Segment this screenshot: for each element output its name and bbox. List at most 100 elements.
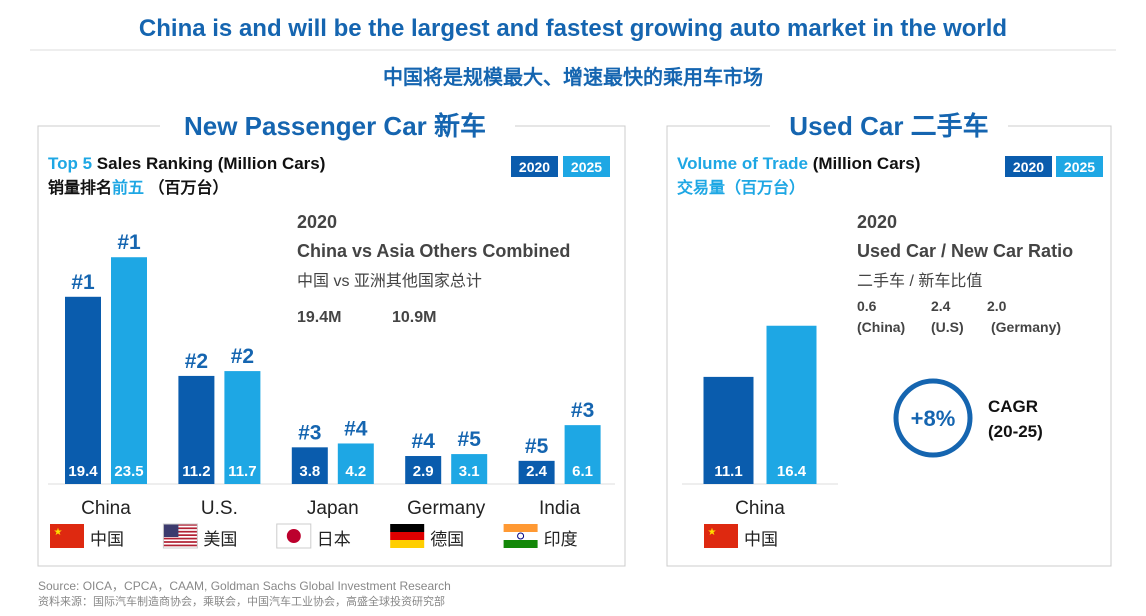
- flag: [163, 527, 198, 530]
- rank-label: #1: [71, 271, 95, 294]
- value-label: 16.4: [777, 463, 807, 480]
- category-label-cn: 德国: [430, 530, 464, 549]
- heading-text: Sales Ranking (Million Cars): [92, 154, 325, 173]
- annotation-year: 2020: [297, 212, 337, 232]
- rank-label: #4: [344, 417, 368, 440]
- ratio-label: (China): [857, 319, 905, 335]
- flag: [503, 540, 538, 548]
- bar: [703, 376, 754, 484]
- heading-cn-highlight: 前五: [112, 178, 144, 197]
- bar: [224, 371, 261, 484]
- category-label: U.S.: [201, 498, 238, 519]
- flag: [390, 540, 425, 548]
- panel-title-bg: [160, 110, 515, 142]
- category-label-cn: 日本: [317, 530, 351, 549]
- heading-highlight: Top 5: [48, 154, 92, 173]
- rank-label: #2: [185, 350, 208, 373]
- category-label-cn: 中国: [90, 530, 124, 549]
- bar: [405, 456, 442, 484]
- flag-border: [162, 523, 198, 549]
- legend-swatch: [1005, 156, 1052, 177]
- annotation-year: 2020: [857, 212, 897, 232]
- rank-label: #5: [458, 428, 482, 451]
- growth-label: (20-25): [988, 422, 1043, 441]
- flag: [163, 524, 179, 537]
- value-label: 6.1: [572, 463, 593, 480]
- value-label: 2.9: [413, 463, 434, 480]
- panel-heading-cn: 销量排名前五 （百万台）: [48, 178, 228, 197]
- value-label: 3.8: [299, 463, 320, 480]
- bar: [65, 296, 101, 484]
- ratio: 2.0: [987, 298, 1007, 314]
- category-label: China: [735, 498, 785, 519]
- flag: [517, 532, 525, 540]
- rank-label: #2: [231, 345, 254, 368]
- value-label: 3.1: [459, 463, 480, 480]
- source: 资料来源：国际汽车制造商协会，乘联会，中国汽车工业协会，高盛全球投资研究部: [38, 594, 445, 608]
- category-label: India: [539, 498, 581, 519]
- bar: [337, 443, 374, 484]
- flag: [163, 530, 198, 533]
- panel-title: New Passenger Car 新车: [184, 111, 486, 141]
- category-label: Japan: [307, 498, 359, 519]
- legend-label: 2025: [1064, 159, 1095, 175]
- flag: [163, 537, 198, 540]
- heading-cn-text: 销量排名: [48, 178, 112, 197]
- flag: [50, 524, 84, 548]
- growth-value: +8%: [911, 406, 956, 431]
- page-title: China is and will be the largest and fas…: [139, 15, 1007, 42]
- bar: [766, 325, 817, 484]
- category-label: Germany: [407, 498, 486, 519]
- growth-label: CAGR: [988, 397, 1038, 416]
- flag: [163, 524, 198, 526]
- flag: [163, 541, 198, 543]
- flag-star: ★: [708, 527, 717, 538]
- annotation-title: China vs Asia Others Combined: [297, 241, 570, 261]
- rank-label: #4: [412, 430, 436, 453]
- rank-label: #3: [298, 421, 321, 444]
- annotation-value: 10.9M: [392, 309, 436, 326]
- panel-heading: Volume of Trade (Million Cars): [677, 154, 920, 173]
- value-label: 23.5: [114, 463, 143, 480]
- value-label: 4.2: [345, 463, 366, 480]
- annotation-value: 19.4M: [297, 309, 341, 326]
- rank-label: #1: [117, 231, 141, 254]
- source: Source: OICA，CPCA，CAAM, Goldman Sachs Gl…: [38, 579, 451, 593]
- category-label-cn: 中国: [744, 530, 778, 549]
- bar: [291, 447, 328, 484]
- ratio-label: (U.S): [931, 319, 964, 335]
- flag: [286, 529, 301, 543]
- category-label-cn: 印度: [544, 530, 578, 549]
- annotation-title: Used Car / New Car Ratio: [857, 241, 1073, 261]
- rank-label: #5: [525, 435, 549, 458]
- bar: [518, 460, 555, 484]
- heading-cn-text: （百万台）: [144, 178, 228, 197]
- legend-swatch: [511, 156, 558, 177]
- legend-label: 2020: [519, 159, 550, 175]
- flag: [163, 534, 198, 536]
- flag: [503, 524, 538, 532]
- panel-title: Used Car 二手车: [789, 111, 988, 141]
- value-label: 11.1: [714, 463, 742, 480]
- legend-swatch: [1056, 156, 1103, 177]
- bar: [451, 454, 488, 484]
- panel-heading-cn: 交易量（百万台）: [677, 178, 805, 197]
- heading-highlight: Volume of Trade: [677, 154, 808, 173]
- category-label: China: [81, 498, 131, 519]
- flag: [390, 524, 425, 532]
- growth-ring: [893, 378, 973, 458]
- ratio: 0.6: [857, 298, 877, 314]
- ratio: 2.4: [931, 298, 951, 314]
- flag-star: ★: [54, 527, 63, 538]
- bar: [178, 375, 215, 484]
- value-label: 19.4: [68, 463, 98, 480]
- heading-text: (Million Cars): [808, 154, 920, 173]
- page-subtitle: 中国将是规模最大、增速最快的乘用车市场: [383, 65, 763, 89]
- flag: [163, 544, 198, 547]
- flag: [390, 532, 425, 540]
- legend-label: 2025: [571, 159, 602, 175]
- legend-swatch: [563, 156, 610, 177]
- value-label: 11.7: [228, 463, 256, 480]
- ratio-label: (Germany): [991, 319, 1061, 335]
